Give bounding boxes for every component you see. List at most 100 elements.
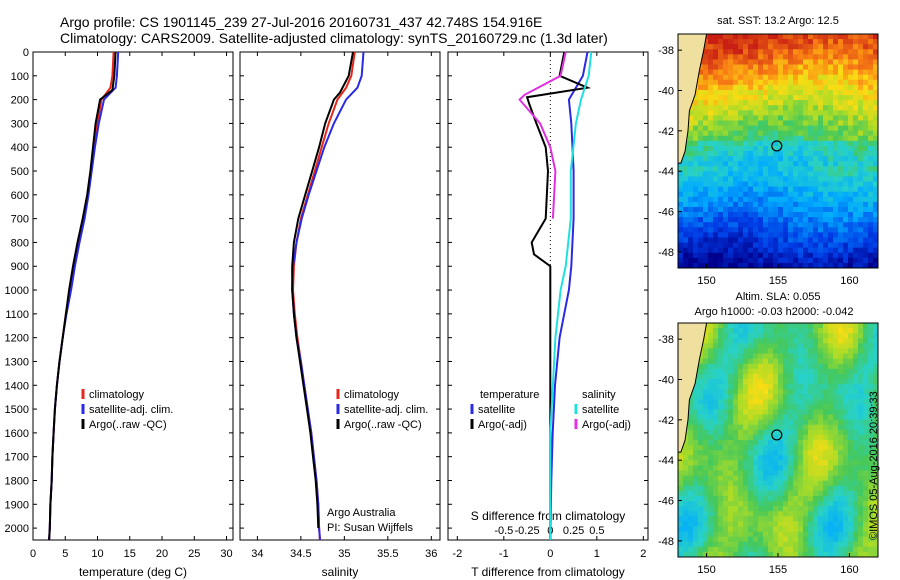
- map-cell: [868, 156, 874, 162]
- map-cell: [773, 414, 779, 421]
- map-cell: [848, 191, 854, 198]
- legend-label: satellite: [478, 404, 515, 416]
- map-cell: [698, 475, 704, 482]
- map-cell: [708, 516, 714, 522]
- map-cell: [778, 252, 784, 259]
- map-cell: [793, 343, 799, 349]
- map-cell: [703, 450, 709, 456]
- annotation-text: Argo Australia: [327, 507, 396, 519]
- map-cell: [758, 414, 764, 421]
- map-cell: [753, 100, 759, 106]
- map-cell: [838, 135, 844, 142]
- map-cell: [843, 363, 849, 370]
- map-cell: [803, 145, 809, 152]
- map-cell: [863, 105, 869, 111]
- map-cell: [763, 115, 769, 121]
- map-cell: [783, 176, 789, 183]
- map-cell: [738, 89, 744, 96]
- map-cell: [858, 237, 864, 244]
- map-cell: [818, 74, 824, 81]
- map-cell: [703, 262, 709, 269]
- map-cell: [703, 333, 709, 339]
- map-cell: [788, 373, 794, 380]
- map-cell: [713, 551, 719, 558]
- map-cell: [783, 232, 789, 238]
- map-cell: [823, 201, 829, 208]
- map-cell: [693, 242, 699, 249]
- map-x-tick-label: 160: [840, 275, 858, 287]
- map-cell: [848, 399, 854, 405]
- map-cell: [788, 429, 794, 436]
- map-cell: [678, 262, 684, 269]
- map-cell: [713, 521, 719, 527]
- map-cell: [833, 323, 839, 329]
- map-cell: [773, 445, 779, 451]
- map-cell: [803, 465, 809, 472]
- map-cell: [773, 348, 779, 355]
- map-cell: [678, 176, 684, 183]
- map-cell: [818, 373, 824, 380]
- map-cell: [823, 181, 829, 188]
- map-cell: [863, 74, 869, 81]
- map-cell: [843, 227, 849, 233]
- map-cell: [768, 343, 774, 349]
- map-cell: [748, 74, 754, 81]
- map-cell: [758, 353, 764, 360]
- map-cell: [848, 181, 854, 188]
- map-cell: [753, 227, 759, 233]
- map-cell: [733, 333, 739, 339]
- map-cell: [788, 206, 794, 213]
- map-cell: [688, 120, 694, 127]
- map-cell: [813, 206, 819, 213]
- map-cell: [848, 79, 854, 86]
- map-y-tick-label: -44: [658, 166, 674, 178]
- map-cell: [683, 506, 689, 512]
- map-cell: [808, 328, 814, 334]
- map-cell: [868, 434, 874, 441]
- map-cell: [818, 394, 824, 400]
- map-cell: [748, 348, 754, 355]
- map-cell: [793, 323, 799, 329]
- map-cell: [818, 196, 824, 203]
- map-cell: [738, 125, 744, 132]
- map-cell: [808, 237, 814, 244]
- map-cell: [773, 526, 779, 533]
- map-cell: [773, 84, 779, 91]
- map-cell: [838, 531, 844, 538]
- map-cell: [838, 389, 844, 395]
- map-cell: [758, 135, 764, 142]
- map-cell: [748, 44, 754, 50]
- map-cell: [773, 409, 779, 416]
- map-cell: [798, 84, 804, 91]
- map-cell: [773, 485, 779, 492]
- map-cell: [778, 353, 784, 360]
- map-cell: [808, 181, 814, 188]
- map-cell: [833, 460, 839, 466]
- map-cell: [723, 176, 729, 183]
- map-cell: [798, 140, 804, 147]
- map-cell: [708, 181, 714, 188]
- map-cell: [838, 105, 844, 111]
- map-cell: [698, 445, 704, 451]
- map-cell: [743, 358, 749, 365]
- map-cell: [763, 389, 769, 395]
- map-cell: [773, 176, 779, 183]
- map-cell: [693, 222, 699, 228]
- map-cell: [823, 237, 829, 244]
- map-cell: [778, 440, 784, 446]
- map-cell: [778, 84, 784, 91]
- map-cell: [793, 39, 799, 45]
- map-cell: [743, 130, 749, 137]
- map-x-tick-label: 150: [697, 564, 715, 576]
- map-cell: [738, 429, 744, 436]
- map-cell: [843, 151, 849, 157]
- map-cell: [813, 526, 819, 533]
- map-cell: [853, 506, 859, 512]
- map-cell: [853, 546, 859, 553]
- map-cell: [873, 526, 879, 533]
- map-cell: [838, 186, 844, 193]
- map-cell: [803, 378, 809, 385]
- map-cell: [723, 434, 729, 441]
- map-cell: [743, 110, 749, 116]
- map-cell: [853, 440, 859, 446]
